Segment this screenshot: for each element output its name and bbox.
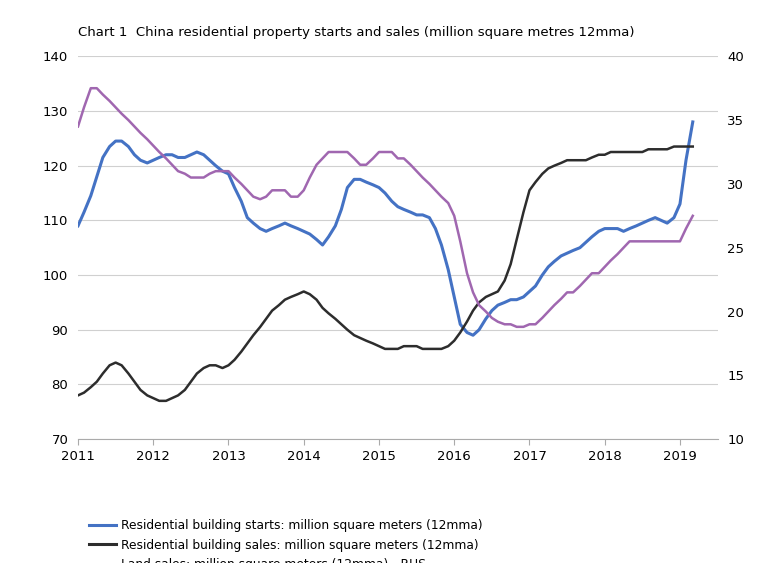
Legend: Residential building starts: million square meters (12mma), Residential building: Residential building starts: million squ…	[84, 514, 488, 563]
Text: Chart 1  China residential property starts and sales (million square metres 12mm: Chart 1 China residential property start…	[78, 26, 634, 39]
